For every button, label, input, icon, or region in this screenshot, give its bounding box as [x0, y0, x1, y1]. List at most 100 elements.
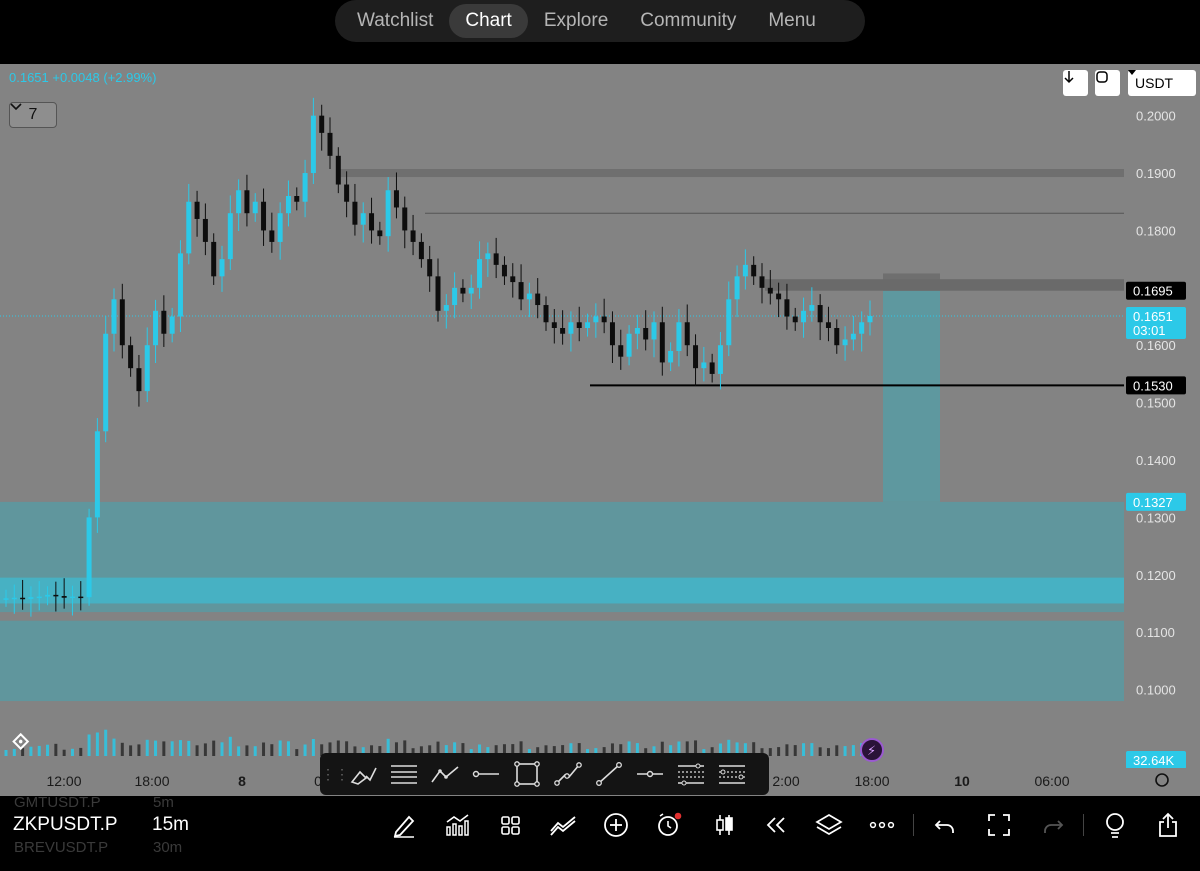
candle-body	[177, 253, 183, 317]
volume-bar	[527, 749, 531, 756]
candle-body	[11, 597, 17, 600]
more-options-icon[interactable]	[866, 809, 898, 841]
volume-bar	[295, 749, 299, 756]
timeframe-selector[interactable]: 15m	[152, 814, 189, 835]
candle-body	[759, 276, 765, 288]
price-axis-background	[1124, 64, 1200, 796]
rectangle-icon[interactable]	[506, 756, 547, 792]
volume-bar	[577, 743, 581, 756]
candle-body	[593, 316, 599, 323]
candle-body	[352, 201, 358, 225]
current-price-label: 0.1651	[1133, 309, 1173, 324]
share-icon[interactable]	[1152, 809, 1184, 841]
fullscreen-icon[interactable]	[983, 809, 1015, 841]
volume-bar	[129, 745, 133, 756]
divider	[1083, 814, 1084, 836]
parallel-lines-icon[interactable]	[383, 756, 424, 792]
supply-band	[765, 279, 1124, 291]
horizontal-ray-icon[interactable]	[465, 756, 506, 792]
indicators-icon[interactable]	[441, 809, 473, 841]
volume-bar	[170, 741, 174, 756]
next-timeframe[interactable]: 30m	[153, 839, 183, 856]
tab-chart[interactable]: Chart	[449, 4, 528, 38]
trend-line-icon[interactable]	[588, 756, 629, 792]
volume-bar	[370, 745, 374, 756]
candle-body	[668, 350, 674, 363]
horizontal-line-icon[interactable]	[629, 756, 670, 792]
candlestick-icon[interactable]	[708, 809, 740, 841]
replay-rewind-icon[interactable]	[760, 809, 792, 841]
previous-timeframe[interactable]: 5m	[153, 794, 174, 811]
candle-body	[585, 322, 591, 328]
volume-bar	[70, 748, 74, 756]
volume-bar	[187, 740, 191, 756]
tab-watchlist[interactable]: Watchlist	[357, 10, 434, 31]
price-chart[interactable]: 0.2000 0.1900 0.1800 0.1600 0.1500 0.1400 0.13…	[0, 64, 1200, 796]
add-icon[interactable]	[600, 809, 632, 841]
chart-area[interactable]: 0.2000 0.1900 0.1800 0.1600 0.1500 0.1400 0.13…	[0, 64, 1200, 796]
volume-bar	[95, 732, 99, 756]
current-price-label-bg	[1126, 306, 1186, 339]
drag-handle-icon[interactable]: ⋮⋮	[321, 765, 349, 782]
download-button[interactable]	[1063, 70, 1088, 96]
volume-bar	[286, 741, 290, 756]
next-symbol[interactable]: BREVUSDT.P	[14, 839, 109, 856]
volume-label-bg	[1126, 751, 1186, 769]
volume-bar	[644, 748, 648, 756]
layout-grid-icon[interactable]	[494, 809, 526, 841]
candle-body	[643, 328, 649, 340]
lightning-event-icon	[860, 738, 884, 762]
drawing-pencil-icon[interactable]	[388, 809, 420, 841]
volume-bar	[835, 745, 839, 756]
volume-bar	[253, 746, 257, 756]
polyline-icon[interactable]	[424, 756, 465, 792]
path-icon[interactable]	[547, 756, 588, 792]
candle-body	[493, 253, 499, 265]
lightbulb-icon[interactable]	[1099, 809, 1131, 841]
candle-body	[136, 368, 142, 392]
redo-icon[interactable]	[1037, 809, 1069, 841]
candle-body	[285, 196, 291, 214]
currency-select[interactable]: USDT	[1128, 70, 1196, 96]
tab-explore[interactable]: Explore	[543, 10, 609, 31]
fib-extension-icon[interactable]	[711, 756, 752, 792]
fib-retracement-icon[interactable]	[670, 756, 711, 792]
volume-bar	[843, 746, 847, 756]
undo-icon[interactable]	[929, 809, 961, 841]
symbol-selector[interactable]: ZKPUSDT.P	[13, 814, 118, 835]
volume-bar	[660, 741, 664, 756]
volume-bar	[262, 742, 266, 756]
tab-community[interactable]: Community	[640, 10, 737, 31]
volume-bar	[345, 741, 349, 756]
indicator-count: 7	[28, 106, 38, 123]
candle-body	[842, 339, 848, 346]
candle-body	[153, 310, 159, 346]
candle-body	[69, 596, 75, 599]
candle-body	[244, 190, 250, 214]
candle-body	[676, 322, 682, 351]
candle-body	[477, 259, 483, 288]
chart-type-line-icon[interactable]	[547, 809, 579, 841]
candle-body	[344, 184, 350, 202]
price-tick-label: 0.1600	[1136, 338, 1176, 353]
brush-icon[interactable]	[342, 756, 383, 792]
position-target-box	[883, 290, 940, 502]
volume-bar	[87, 734, 91, 756]
volume-bar	[4, 750, 8, 756]
volume-bar	[669, 745, 673, 756]
candle-body	[693, 345, 699, 369]
candle-body	[560, 328, 566, 334]
volume-bar	[203, 743, 207, 756]
alarm-clock-icon[interactable]	[653, 809, 685, 841]
previous-symbol[interactable]: GMTUSDT.P	[14, 794, 101, 811]
tab-menu[interactable]: Menu	[768, 10, 816, 31]
candle-body	[319, 115, 325, 133]
volume-bar	[178, 740, 182, 756]
candle-body	[510, 276, 516, 283]
volume-bar	[154, 740, 158, 756]
layers-icon[interactable]	[813, 809, 845, 841]
volume-bar	[137, 744, 141, 756]
refresh-button[interactable]	[1095, 70, 1120, 96]
indicators-collapse-button[interactable]: 7	[9, 102, 57, 128]
time-tick-label: 06:00	[1034, 773, 1069, 789]
